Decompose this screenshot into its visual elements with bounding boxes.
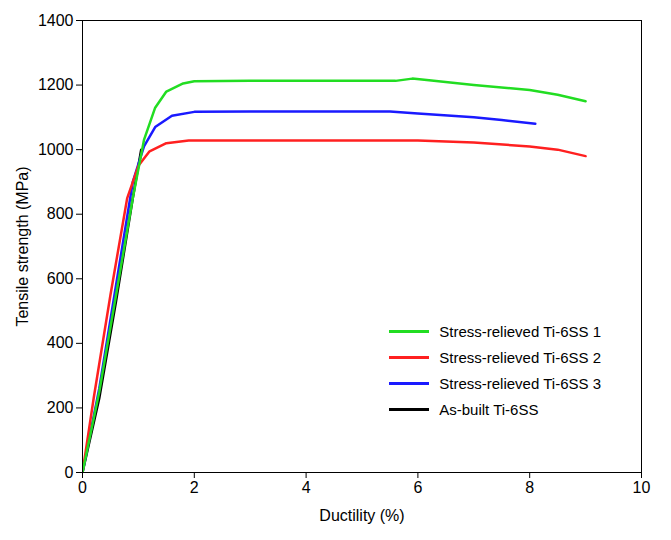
svg-text:600: 600	[47, 270, 74, 287]
svg-text:200: 200	[47, 399, 74, 416]
svg-text:0: 0	[78, 479, 87, 496]
svg-text:1400: 1400	[38, 12, 74, 29]
svg-text:1200: 1200	[38, 76, 74, 93]
svg-text:800: 800	[47, 205, 74, 222]
html-text:Stress-relieved Ti-6SS 2: Stress-relieved Ti-6SS 2	[439, 348, 601, 366]
svg-text:4: 4	[302, 479, 311, 496]
svg-text:10: 10	[633, 479, 651, 496]
html-text:Stress-relieved Ti-6SS 3: Stress-relieved Ti-6SS 3	[439, 374, 601, 392]
svg-text:400: 400	[47, 334, 74, 351]
svg-text:Tensile strength (MPa): Tensile strength (MPa)	[14, 166, 31, 326]
svg-text:0: 0	[65, 464, 74, 481]
svg-text:1000: 1000	[38, 141, 74, 158]
svg-text:8: 8	[525, 479, 534, 496]
html-text:Stress-relieved Ti-6SS 1: Stress-relieved Ti-6SS 1	[439, 322, 601, 340]
svg-text:2: 2	[190, 479, 199, 496]
svg-text:Ductility (%): Ductility (%)	[319, 507, 404, 524]
html-text:As-built Ti-6SS: As-built Ti-6SS	[439, 400, 539, 418]
svg-text:6: 6	[413, 479, 422, 496]
